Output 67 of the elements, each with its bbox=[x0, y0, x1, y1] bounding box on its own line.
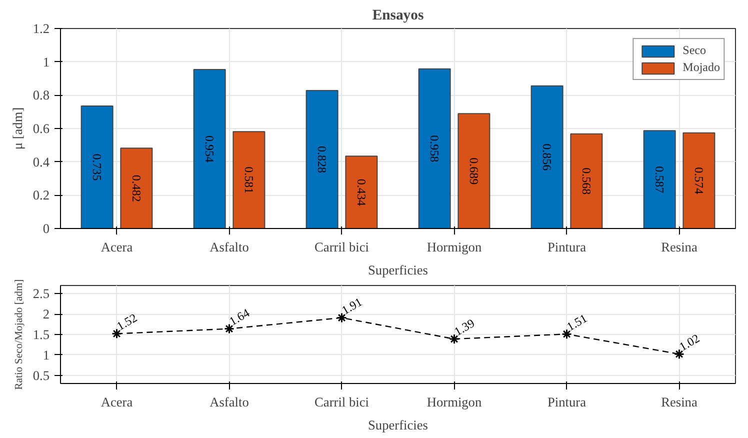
bar bbox=[306, 90, 338, 228]
y-axis-title: μ [adm] bbox=[10, 107, 25, 150]
y-tick-label: 0.6 bbox=[32, 121, 50, 136]
data-label: 0.482 bbox=[129, 174, 144, 202]
x-tick-label: Pintura bbox=[548, 240, 586, 254]
bar bbox=[682, 132, 716, 228]
data-label: 0.954 bbox=[202, 136, 217, 162]
bar bbox=[345, 156, 378, 228]
point bbox=[449, 334, 460, 344]
x-tick-label: Acera bbox=[100, 394, 133, 410]
bar bbox=[232, 131, 266, 228]
y-tick-label: 0.2 bbox=[32, 188, 50, 203]
y-tick-label: 2 bbox=[42, 306, 50, 322]
data-label: 0.574 bbox=[692, 167, 706, 194]
x-axis-title: Superficies bbox=[368, 418, 428, 432]
point bbox=[674, 348, 684, 360]
bar bbox=[530, 85, 564, 228]
bar bbox=[193, 69, 226, 228]
data-label: 1.39 bbox=[452, 316, 477, 339]
x-tick-label: Acera bbox=[100, 240, 133, 254]
x-tick-label: Resina bbox=[661, 394, 698, 410]
legend-label: Mojado bbox=[682, 60, 720, 75]
data-label: 1.02 bbox=[676, 331, 702, 354]
y-tick-label: 1.5 bbox=[32, 327, 50, 342]
data-label: 1.91 bbox=[339, 294, 364, 318]
y-tick-label: 0 bbox=[42, 221, 50, 236]
data-label: 1.51 bbox=[564, 311, 590, 334]
y-tick-label: 0.8 bbox=[32, 88, 50, 103]
y-tick-label: 0.5 bbox=[32, 368, 50, 383]
bar bbox=[120, 148, 153, 228]
data-label: 1.64 bbox=[226, 306, 252, 328]
x-tick-label: Resina bbox=[661, 240, 698, 254]
point bbox=[562, 328, 572, 340]
x-tick-label: Pintura bbox=[548, 394, 586, 410]
x-tick-label: Hormigon bbox=[426, 240, 482, 254]
y-tick-label: 1.2 bbox=[32, 21, 50, 36]
y-tick-label: 1 bbox=[42, 54, 50, 70]
point bbox=[336, 312, 347, 324]
bar bbox=[643, 130, 676, 228]
y-tick-label: 1 bbox=[42, 347, 50, 362]
x-tick-label: Hormigon bbox=[426, 394, 482, 410]
data-label: 0.735 bbox=[90, 154, 104, 181]
data-label: 0.958 bbox=[428, 135, 442, 162]
data-label: 0.856 bbox=[540, 144, 554, 171]
y-tick-label: 0.4 bbox=[32, 154, 50, 170]
x-tick-label: Carril bici bbox=[314, 240, 370, 254]
chart-title: Ensayos bbox=[372, 8, 424, 24]
point bbox=[224, 324, 234, 334]
x-tick-label: Asfalto bbox=[210, 240, 250, 254]
data-label: 0.828 bbox=[315, 146, 330, 173]
x-tick-label: Asfalto bbox=[210, 394, 250, 410]
y-axis-title: Ratio Seco/Mojado [adm] bbox=[14, 279, 25, 390]
data-label: 0.434 bbox=[354, 178, 368, 206]
data-label: 0.587 bbox=[652, 166, 667, 194]
legend-label: Seco bbox=[682, 43, 706, 58]
x-tick-label: Carril bici bbox=[314, 394, 370, 410]
x-axis-title: Superficies bbox=[368, 262, 428, 278]
bar bbox=[458, 113, 490, 228]
data-label: 0.689 bbox=[466, 158, 481, 185]
point bbox=[112, 328, 122, 339]
data-label: 0.581 bbox=[242, 166, 256, 194]
y-tick-label: 2.5 bbox=[32, 286, 50, 302]
bar bbox=[570, 133, 603, 228]
bar bbox=[418, 68, 451, 228]
data-label: 1.52 bbox=[114, 310, 140, 334]
bar bbox=[80, 106, 114, 228]
data-label: 0.568 bbox=[579, 168, 594, 195]
